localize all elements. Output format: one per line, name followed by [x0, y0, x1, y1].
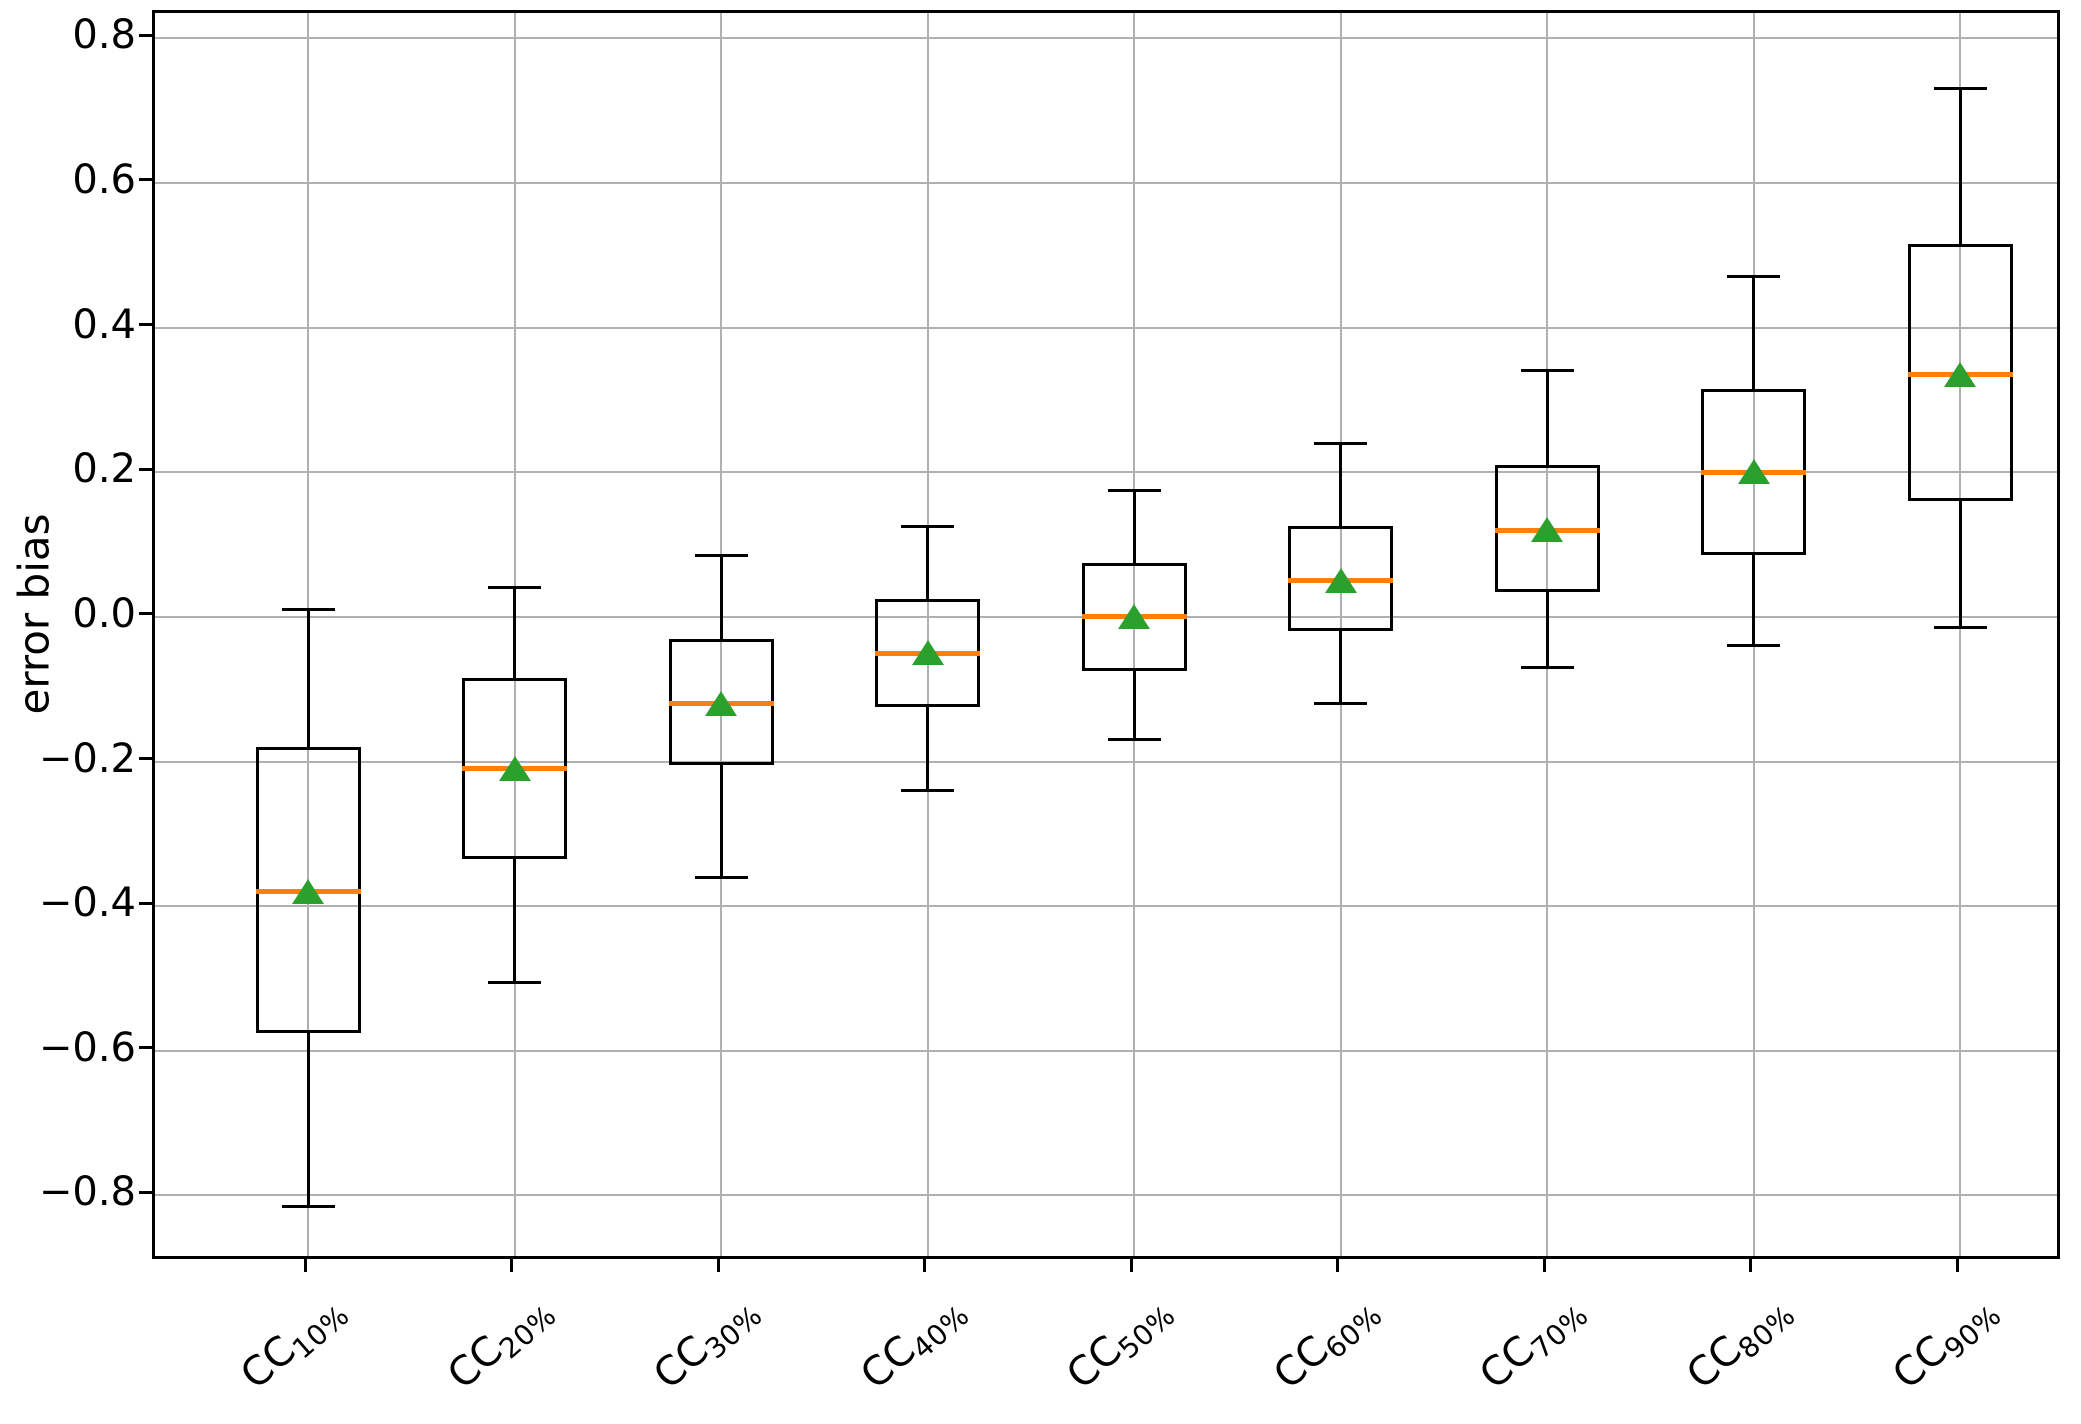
- whisker-cap-upper: [1314, 441, 1367, 445]
- gridline-horizontal: [155, 471, 2057, 474]
- y-tick-label: 0.8: [72, 12, 136, 59]
- mean-marker: [1531, 517, 1563, 543]
- mean-marker: [911, 640, 944, 666]
- whisker-cap-upper: [1727, 275, 1780, 279]
- x-tick-mark: [1955, 1259, 1959, 1272]
- x-tick-label: CC90%: [1884, 1286, 2012, 1407]
- x-tick-mark: [1129, 1259, 1133, 1272]
- whisker-lower: [1545, 591, 1549, 668]
- y-tick-mark: [139, 757, 152, 761]
- x-tick-mark: [1542, 1259, 1546, 1272]
- mean-marker: [1118, 603, 1150, 629]
- mean-marker: [292, 878, 324, 904]
- gridline-horizontal: [155, 1049, 2057, 1052]
- x-tick-label: CC10%: [232, 1286, 360, 1407]
- whisker-cap-upper: [901, 524, 954, 528]
- y-tick-mark: [139, 1190, 152, 1194]
- y-tick-mark: [139, 323, 152, 327]
- y-tick-mark: [139, 33, 152, 37]
- mean-marker: [1324, 567, 1357, 593]
- gridline-vertical: [1133, 13, 1135, 1256]
- whisker-lower: [1132, 671, 1136, 740]
- y-tick-mark: [139, 178, 152, 182]
- whisker-upper: [1339, 443, 1342, 527]
- y-tick-label: 0.2: [72, 446, 136, 493]
- gridline-horizontal: [155, 181, 2057, 184]
- x-tick-label: CC30%: [645, 1286, 773, 1407]
- x-tick-label: CC50%: [1058, 1286, 1186, 1407]
- whisker-upper: [1958, 88, 1962, 245]
- x-tick-label: CC60%: [1265, 1286, 1392, 1407]
- whisker-cap-lower: [1520, 666, 1574, 669]
- whisker-upper: [1752, 276, 1755, 390]
- x-tick-mark: [303, 1259, 307, 1272]
- whisker-lower: [1958, 501, 1962, 628]
- gridline-horizontal: [155, 905, 2057, 908]
- x-tick-mark: [510, 1259, 513, 1272]
- gridline-horizontal: [155, 1194, 2057, 1197]
- whisker-lower: [926, 707, 929, 791]
- x-tick-label: CC40%: [852, 1286, 979, 1407]
- x-tick-label: CC70%: [1471, 1286, 1599, 1407]
- y-tick-label: 0.4: [72, 301, 136, 348]
- mean-marker: [705, 690, 737, 716]
- whisker-cap-lower: [488, 980, 541, 984]
- mean-marker: [1944, 361, 1976, 387]
- whisker-cap-lower: [1727, 644, 1780, 648]
- whisker-cap-lower: [281, 1204, 335, 1208]
- whisker-lower: [719, 765, 723, 878]
- gridline-vertical: [926, 13, 929, 1256]
- y-tick-label: −0.8: [38, 1169, 136, 1216]
- whisker-lower: [1339, 631, 1342, 704]
- y-tick-label: 0.6: [72, 156, 136, 203]
- whisker-lower: [513, 859, 516, 983]
- whisker-upper: [1545, 370, 1549, 465]
- gridline-vertical: [1959, 13, 1961, 1256]
- gridline-horizontal: [155, 760, 2057, 763]
- whisker-cap-lower: [1933, 626, 1987, 630]
- x-tick-mark: [1336, 1259, 1339, 1272]
- y-tick-label: −0.4: [38, 880, 136, 927]
- whisker-cap-upper: [488, 586, 541, 590]
- whisker-cap-lower: [901, 788, 954, 792]
- x-tick-mark: [1749, 1259, 1752, 1272]
- whisker-upper: [306, 609, 310, 748]
- y-tick-label: 0.0: [72, 590, 136, 637]
- mean-marker: [1737, 459, 1770, 485]
- whisker-cap-upper: [1520, 369, 1574, 373]
- whisker-cap-lower: [1107, 738, 1161, 742]
- whisker-lower: [306, 1032, 310, 1207]
- y-tick-mark: [139, 901, 152, 905]
- plot-area: [152, 10, 2060, 1259]
- whisker-cap-upper: [1107, 488, 1161, 492]
- gridline-horizontal: [155, 37, 2057, 40]
- x-tick-label: CC80%: [1678, 1286, 1805, 1407]
- mean-marker: [498, 755, 531, 781]
- y-tick-mark: [139, 612, 152, 616]
- y-tick-mark: [139, 1046, 152, 1050]
- whisker-lower: [1752, 555, 1755, 646]
- whisker-upper: [513, 587, 516, 679]
- whisker-upper: [719, 555, 723, 639]
- whisker-cap-upper: [281, 608, 335, 612]
- x-tick-label: CC20%: [439, 1286, 566, 1407]
- whisker-cap-upper: [694, 553, 748, 557]
- x-tick-mark: [716, 1259, 720, 1272]
- y-tick-mark: [139, 467, 152, 471]
- y-tick-label: −0.2: [38, 735, 136, 782]
- y-tick-label: −0.6: [38, 1024, 136, 1071]
- whisker-cap-lower: [694, 875, 748, 879]
- whisker-cap-lower: [1314, 702, 1367, 706]
- x-tick-mark: [923, 1259, 926, 1272]
- whisker-upper: [1132, 490, 1136, 563]
- whisker-cap-upper: [1933, 87, 1987, 91]
- gridline-horizontal: [155, 326, 2057, 329]
- whisker-upper: [926, 526, 929, 599]
